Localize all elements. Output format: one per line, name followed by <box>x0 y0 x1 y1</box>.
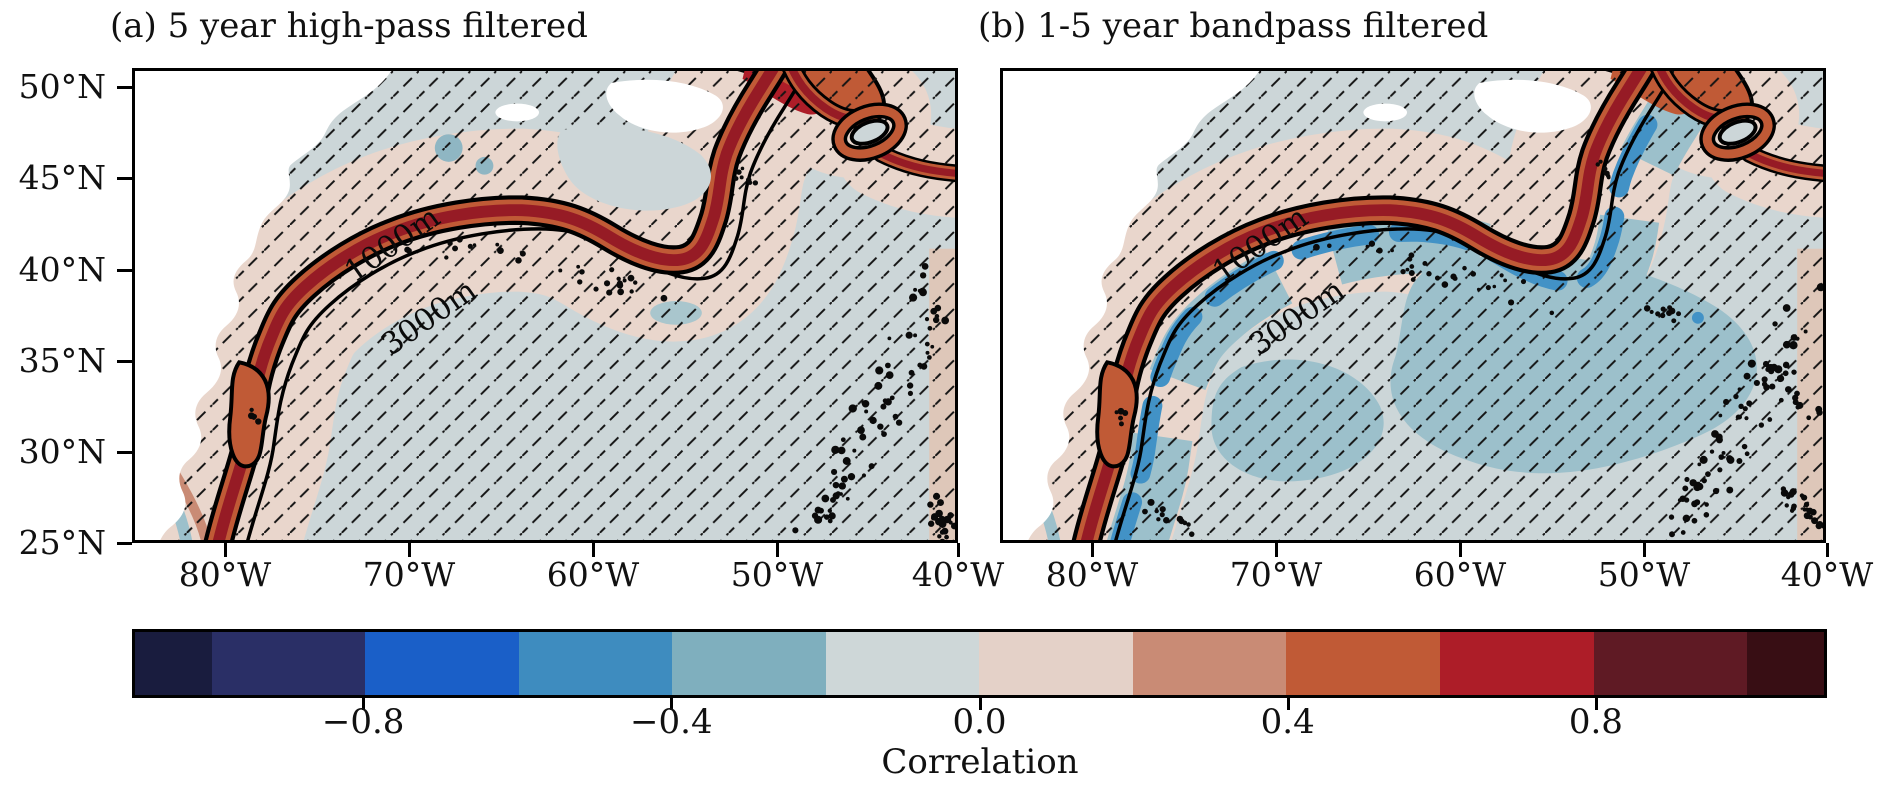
y-tick-label: 30°N <box>18 432 106 471</box>
colorbar-segment <box>135 632 212 695</box>
x-tick-label-a: 80°W <box>178 555 272 594</box>
colorbar-tick-mark <box>1594 697 1598 710</box>
x-tick-mark-a <box>408 543 411 557</box>
x-tick-mark-b <box>1275 543 1278 557</box>
y-tick-label: 45°N <box>18 158 106 197</box>
colorbar-segment <box>518 632 673 695</box>
y-tick-mark <box>117 86 132 89</box>
colorbar-label: Correlation <box>881 742 1079 782</box>
colorbar-tick-label: 0.0 <box>952 702 1007 742</box>
x-tick-mark-a <box>592 543 595 557</box>
colorbar-segment <box>1593 632 1748 695</box>
y-tick-mark <box>117 451 132 454</box>
colorbar-segment <box>1286 632 1441 695</box>
colorbar-tick-label: −0.8 <box>321 702 405 742</box>
x-tick-mark-b <box>1091 543 1094 557</box>
land-mask <box>1003 71 1260 540</box>
colorbar-segment <box>1132 632 1287 695</box>
land-mask <box>135 71 392 540</box>
colorbar-tick-mark <box>1286 697 1290 710</box>
y-tick-label: 35°N <box>18 341 106 380</box>
colorbar-tick-label: 0.8 <box>1568 702 1623 742</box>
colorbar-tick-mark <box>670 697 674 710</box>
x-tick-label-b: 60°W <box>1413 555 1507 594</box>
x-tick-label-b: 80°W <box>1045 555 1139 594</box>
x-tick-label-b: 40°W <box>1780 555 1874 594</box>
white-ocean-patches <box>495 79 723 211</box>
colorbar-tick-label: 0.4 <box>1260 702 1315 742</box>
contour-3000m <box>246 77 804 540</box>
contour-3000m <box>1114 77 1672 540</box>
white-ocean-patches <box>1363 79 1591 133</box>
colorbar <box>132 629 1827 698</box>
y-tick-label: 25°N <box>18 523 106 562</box>
colorbar-segment <box>979 632 1133 695</box>
x-tick-label-a: 70°W <box>362 555 456 594</box>
x-tick-mark-b <box>1826 543 1829 557</box>
flemish-cap-loop <box>831 102 908 162</box>
x-tick-label-a: 50°W <box>730 555 824 594</box>
colorbar-segment <box>1440 632 1594 695</box>
colorbar-tick-mark <box>362 697 366 710</box>
colorbar-segment <box>211 632 366 695</box>
x-tick-label-a: 60°W <box>546 555 640 594</box>
flemish-cap-loop <box>1699 102 1776 162</box>
colorbar-segment <box>825 632 980 695</box>
y-tick-mark <box>117 269 132 272</box>
x-tick-label-a: 40°W <box>911 555 1005 594</box>
y-tick-mark <box>117 360 132 363</box>
colorbar-tick-label: −0.4 <box>630 702 713 742</box>
x-tick-mark-a <box>776 543 779 557</box>
y-tick-mark <box>117 542 132 545</box>
stippling-dots <box>1114 159 1823 538</box>
x-tick-label-b: 50°W <box>1597 555 1691 594</box>
colorbar-segment <box>365 632 519 695</box>
y-tick-mark <box>117 177 132 180</box>
panel-b-title: (b) 1-5 year bandpass filtered <box>978 6 1489 46</box>
y-tick-label: 40°N <box>18 250 106 289</box>
colorbar-segment <box>1747 632 1824 695</box>
x-tick-label-b: 70°W <box>1229 555 1323 594</box>
colorbar-segment <box>672 632 826 695</box>
x-tick-mark-b <box>1459 543 1462 557</box>
stippling-dots <box>247 166 955 540</box>
y-tick-label: 50°N <box>18 67 106 106</box>
x-tick-mark-a <box>957 543 960 557</box>
x-tick-mark-b <box>1643 543 1646 557</box>
panel-a-title: (a) 5 year high-pass filtered <box>110 6 588 46</box>
colorbar-tick-mark <box>978 697 982 710</box>
x-tick-mark-a <box>224 543 227 557</box>
